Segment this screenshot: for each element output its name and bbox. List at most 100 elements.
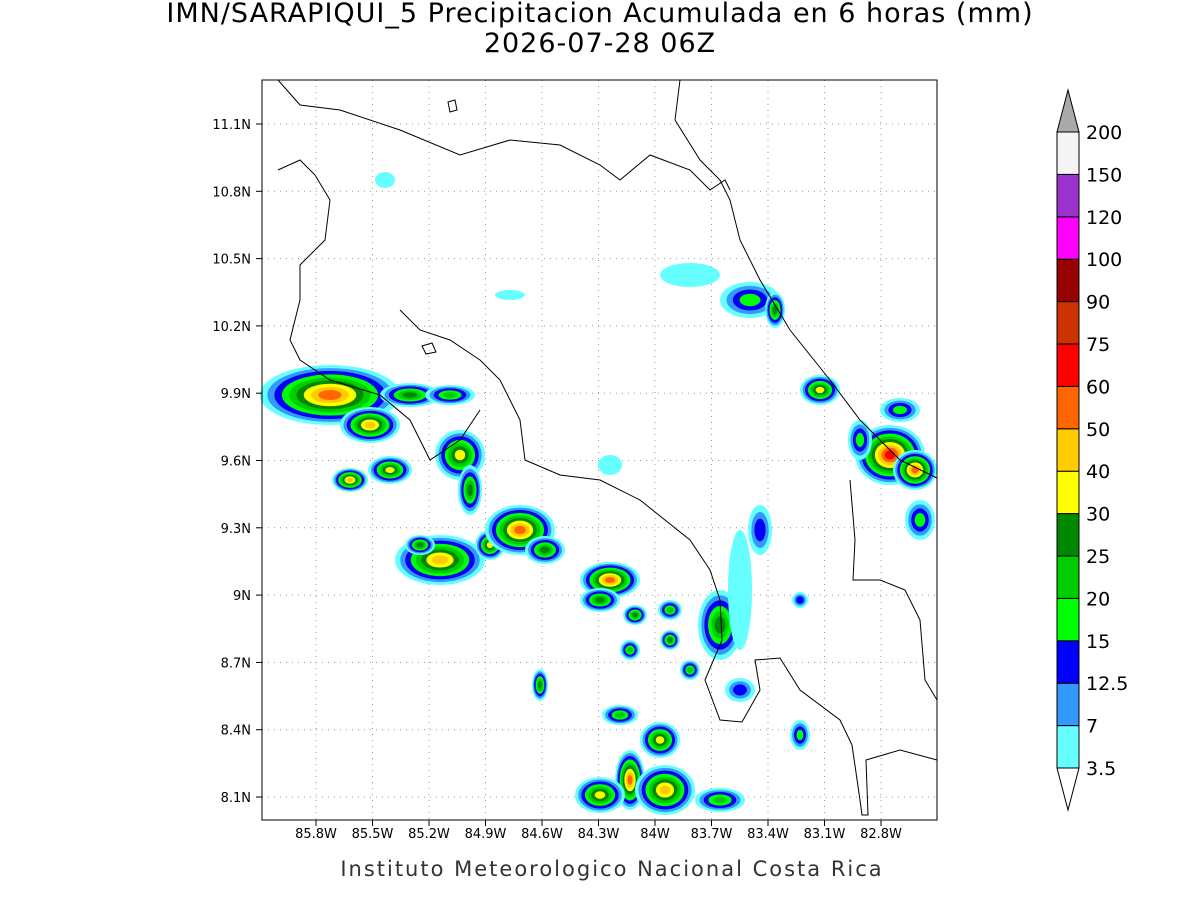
precip-contour (914, 513, 926, 527)
coastline (277, 79, 731, 191)
title: IMN/SARAPIQUI_5 Precipitacion Acumulada … (166, 0, 1033, 29)
lon-label: 84.6W (521, 827, 563, 842)
precip-contour (733, 684, 747, 696)
map-background (262, 80, 937, 820)
lon-label: 84.9W (465, 827, 507, 842)
colorbar-label: 20 (1086, 588, 1110, 610)
precip-contour (754, 518, 766, 542)
precip-contour (666, 607, 674, 613)
precip-contour (346, 477, 354, 483)
colorbar-label: 3.5 (1086, 758, 1116, 780)
colorbar-label: 25 (1086, 546, 1110, 568)
precip-contour (375, 172, 395, 188)
precip-contour (796, 596, 804, 604)
precip-contour (614, 712, 626, 718)
footer: Instituto Meteorologico Nacional Costa R… (340, 857, 883, 881)
precip-contour (739, 293, 761, 307)
colorbar-box (1056, 173, 1080, 218)
lat-label: 10.5N (212, 253, 251, 268)
precip-contour (594, 791, 606, 799)
lat-label: 8.7N (221, 656, 251, 671)
colorbar-box (1056, 682, 1080, 727)
colorbar-label: 40 (1086, 461, 1110, 483)
colorbar-label: 150 (1086, 164, 1122, 186)
lon-label: 84W (640, 827, 670, 842)
precip-contour (538, 681, 542, 689)
colorbar-label: 30 (1086, 504, 1110, 526)
colorbar-under (1056, 767, 1080, 812)
lat-label: 10.2N (212, 320, 251, 335)
colorbar-box (1056, 725, 1080, 769)
precip-contour (598, 455, 622, 475)
precip-contour (884, 450, 896, 460)
lat-label: 9.3N (221, 522, 251, 537)
map-frame (260, 79, 938, 821)
colorbar-label: 100 (1086, 249, 1122, 271)
colorbar-label: 90 (1086, 292, 1110, 314)
precip-contour (454, 449, 466, 461)
coastline (277, 159, 481, 461)
precip-contour (728, 530, 752, 650)
precip-contour (467, 483, 473, 497)
colorbar-box (1056, 216, 1080, 260)
precip-contour (714, 616, 726, 634)
precip-contour (660, 263, 720, 287)
precipitation (260, 172, 937, 815)
precip-contour (595, 597, 605, 603)
colorbar: 3.5 7 12.5 15 20 25 30 40 50 60 75 90 100 120 150 200 (1056, 88, 1128, 812)
precip-contour (627, 775, 633, 785)
lat-label: 9N (233, 589, 251, 604)
colorbar-label: 60 (1086, 376, 1110, 398)
precip-contour (318, 390, 342, 400)
precip-contour (815, 386, 825, 394)
lat-label: 8.4N (221, 724, 251, 739)
lat-label: 11.1N (212, 118, 251, 133)
colorbar-label: 75 (1086, 334, 1110, 356)
lon-label: 85.5W (352, 827, 394, 842)
precip-contour (402, 392, 418, 398)
precip-contour (495, 290, 525, 300)
precip-contour (687, 667, 693, 673)
colorbar-label: 200 (1086, 122, 1122, 144)
colorbar-box (1056, 555, 1080, 599)
coastline (399, 309, 938, 816)
colorbar-label: 12.5 (1086, 673, 1128, 695)
colorbar-box (1056, 343, 1080, 387)
island (421, 342, 437, 355)
precip-contour (855, 433, 865, 447)
lon-label: 82.8W (860, 827, 902, 842)
precip-contour (659, 785, 671, 795)
colorbar-over (1056, 88, 1080, 133)
colorbar-box (1056, 470, 1080, 515)
precip-contour (667, 637, 673, 643)
colorbar-box (1056, 428, 1080, 472)
precip-contour (893, 405, 907, 415)
island (447, 99, 458, 113)
precip-contour (385, 467, 395, 473)
colorbar-box (1056, 131, 1080, 175)
map-border (261, 79, 938, 821)
precip-contour (540, 546, 550, 554)
lat-label: 8.1N (221, 791, 251, 806)
coastline (674, 79, 938, 479)
precip-contour (442, 392, 458, 398)
precip-contour (712, 796, 728, 804)
subtitle: 2026-07-28 06Z (484, 28, 716, 59)
lat-label: 9.9N (221, 387, 251, 402)
lat-label: 9.6N (221, 455, 251, 470)
lon-label: 83.1W (804, 827, 846, 842)
lon-label: 85.2W (408, 827, 450, 842)
precip-contour (431, 555, 449, 565)
colorbar-box (1056, 640, 1080, 684)
precip-contour (416, 542, 424, 548)
colorbar-box (1056, 597, 1080, 642)
precip-contour (605, 577, 615, 583)
colorbar-label: 15 (1086, 631, 1110, 653)
colorbar-box (1056, 258, 1080, 303)
lon-label: 85.8W (295, 827, 337, 842)
colorbar-label: 7 (1086, 716, 1098, 738)
precip-contour (364, 421, 376, 429)
precip-contour (632, 612, 638, 618)
precip-contour (655, 736, 665, 744)
